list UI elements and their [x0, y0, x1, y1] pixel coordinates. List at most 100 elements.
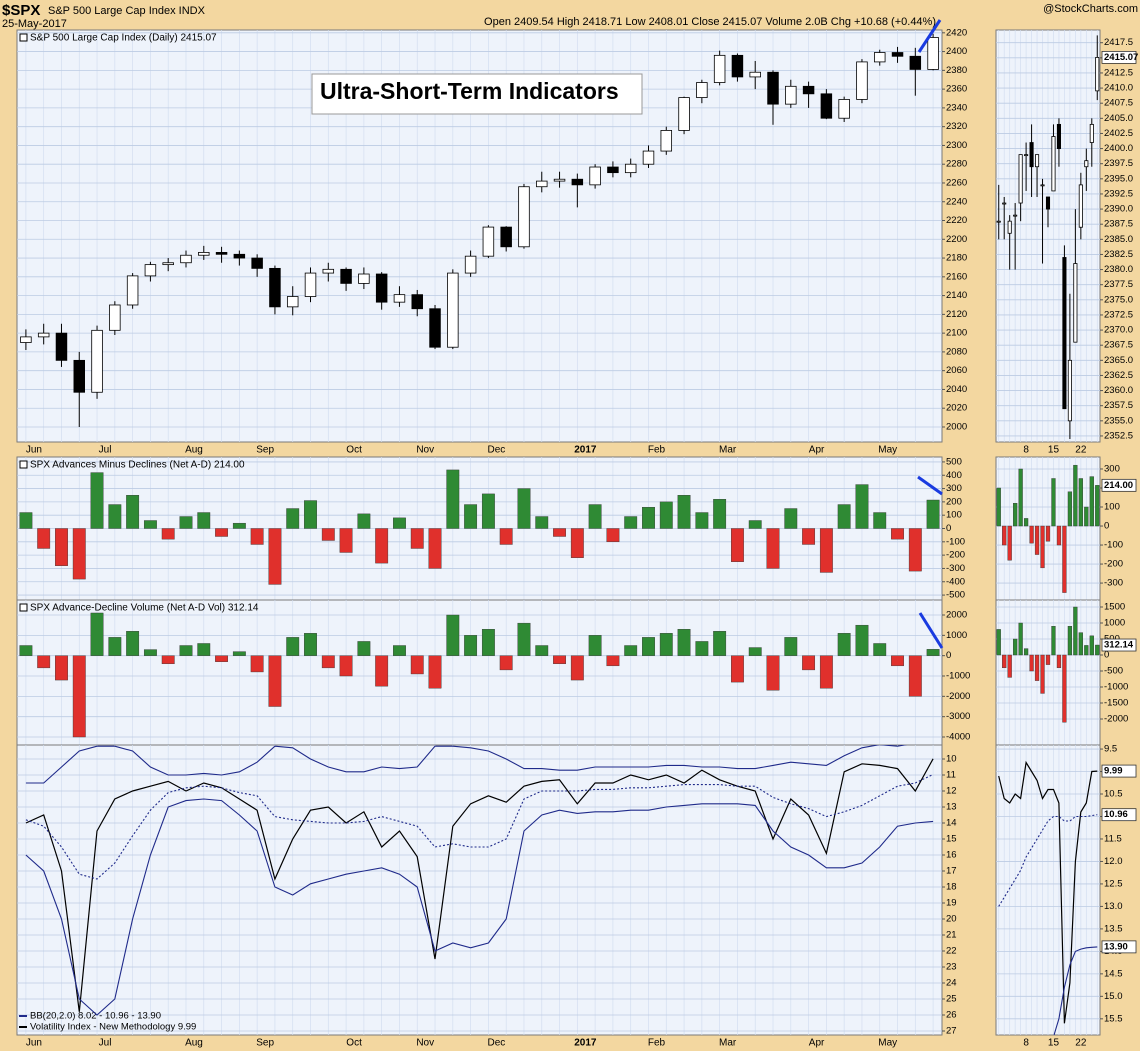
- bar: [393, 517, 406, 529]
- candle-body: [304, 272, 317, 297]
- line: [998, 814, 1098, 907]
- bar: [624, 645, 638, 656]
- y-tick-label: 2392.5: [1104, 188, 1133, 199]
- bar: [268, 655, 282, 707]
- candle-body: [1084, 160, 1089, 168]
- panel-marks: [25, 745, 934, 1016]
- bar: [375, 655, 389, 687]
- y-tick-label: 13.5: [1104, 923, 1123, 934]
- index-name: S&P 500 Large Cap Index INDX: [48, 5, 206, 17]
- bar: [1078, 478, 1083, 527]
- bar: [926, 499, 940, 529]
- y-tick-label: 13.0: [1104, 901, 1123, 912]
- bar: [286, 637, 300, 656]
- y-tick-label: 19: [946, 898, 957, 909]
- bar: [304, 633, 317, 656]
- candle-body: [660, 130, 673, 152]
- x-tick-label: Oct: [346, 1038, 362, 1049]
- bar: [1018, 468, 1023, 527]
- y-tick-label: 0: [946, 523, 951, 534]
- value-tag-label: 2415.07: [1104, 52, 1138, 63]
- bar: [1023, 518, 1029, 527]
- candle-body: [340, 268, 352, 284]
- x-tick-label: Mar: [719, 445, 737, 456]
- bar: [624, 516, 638, 529]
- candle-body: [20, 336, 32, 343]
- bar: [642, 506, 655, 529]
- bar: [197, 643, 211, 656]
- bar: [304, 500, 317, 529]
- panel-marks: [996, 464, 1100, 593]
- candle-body: [696, 82, 708, 98]
- candle-body: [1045, 196, 1051, 210]
- bar: [90, 612, 104, 656]
- y-tick-label: -500: [946, 590, 965, 601]
- y-tick-label: 500: [946, 456, 962, 467]
- panel-marks: [996, 606, 1100, 723]
- candle-body: [215, 252, 228, 255]
- bar: [90, 472, 104, 529]
- bar: [410, 528, 424, 549]
- legend-label: Volatility Index - New Methodology 9.99: [30, 1022, 196, 1033]
- candle-body: [447, 272, 459, 348]
- candle-body: [162, 262, 174, 266]
- y-tick-label: 2180: [946, 253, 967, 264]
- bar: [464, 504, 478, 529]
- x-tick-label: Sep: [256, 445, 274, 456]
- bar: [197, 512, 211, 529]
- panel-marks: [998, 760, 1098, 1035]
- y-tick-label: 15: [946, 834, 957, 845]
- bar: [588, 635, 602, 656]
- y-tick-label: 2280: [946, 159, 967, 170]
- candle-body: [589, 166, 601, 186]
- y-tick-label: 9.5: [1104, 744, 1117, 755]
- candle-body: [1035, 154, 1040, 168]
- x-tick-label: Jul: [99, 1038, 112, 1049]
- value-tag-label: 214.00: [1104, 480, 1133, 491]
- value-tag: [1101, 478, 1137, 492]
- x-tick-label: 8: [1023, 1038, 1029, 1049]
- bar: [1029, 525, 1034, 544]
- candle-body: [518, 186, 530, 248]
- value-tag-label: 312.14: [1104, 640, 1134, 651]
- bar: [499, 528, 513, 545]
- bar: [713, 499, 727, 529]
- bar: [873, 512, 887, 529]
- bar: [1045, 654, 1051, 665]
- candle-body: [180, 254, 192, 264]
- candle-body: [820, 93, 833, 119]
- candle-body: [1018, 154, 1023, 204]
- bar: [19, 512, 33, 529]
- y-tick-label: -1000: [946, 671, 970, 682]
- bar: [339, 528, 353, 553]
- candle-body: [838, 99, 850, 119]
- x-tick-label: Nov: [416, 445, 434, 456]
- y-tick-label: 2357.5: [1104, 400, 1133, 411]
- candle-body: [286, 296, 299, 308]
- y-tick-label: -4000: [946, 732, 970, 743]
- y-tick-label: 14: [946, 818, 957, 829]
- bar: [996, 487, 1001, 527]
- line: [25, 758, 934, 1012]
- panel-marks: [20, 33, 939, 427]
- y-tick-label: 2377.5: [1104, 279, 1133, 290]
- candle-body: [233, 253, 246, 259]
- panel-title: S&P 500 Large Cap Index (Daily) 2415.07: [30, 33, 217, 44]
- bar: [535, 645, 549, 656]
- bar: [481, 629, 495, 656]
- panel-marks: [19, 612, 940, 738]
- y-tick-label: 2260: [946, 177, 967, 188]
- y-tick-label: 14.5: [1104, 968, 1123, 979]
- bar: [1040, 654, 1045, 694]
- line: [25, 798, 934, 1016]
- bar: [553, 655, 566, 665]
- bar: [1002, 654, 1007, 669]
- bar: [819, 528, 833, 573]
- legend-swatch: [19, 603, 28, 612]
- y-tick-label: 300: [1104, 463, 1120, 474]
- bar: [1095, 485, 1100, 527]
- x-tick-label: Jun: [26, 445, 42, 456]
- bar: [179, 645, 193, 656]
- y-tick-label: 20: [946, 914, 957, 925]
